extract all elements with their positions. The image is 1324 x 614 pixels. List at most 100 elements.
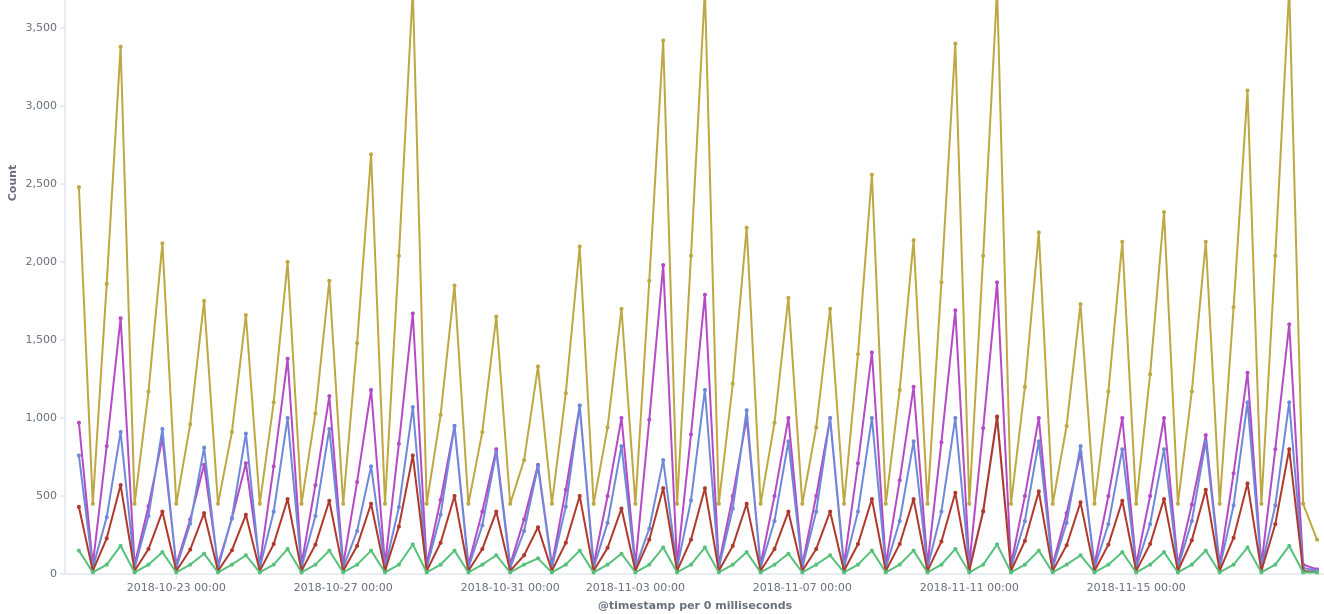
data-point (591, 570, 596, 575)
data-point (1134, 501, 1139, 506)
data-point (355, 562, 360, 567)
data-point (939, 440, 944, 445)
data-point (758, 570, 763, 575)
data-point (855, 562, 860, 567)
data-point (619, 444, 624, 449)
data-point (160, 550, 165, 555)
data-point (605, 520, 610, 525)
data-point (1273, 503, 1278, 508)
data-point (118, 483, 123, 488)
x-axis-title: @timestamp per 0 milliseconds (598, 599, 793, 612)
data-point (1162, 416, 1167, 421)
data-point (647, 417, 652, 422)
data-point (647, 526, 652, 531)
data-point (619, 551, 624, 556)
data-point (563, 487, 568, 492)
data-point (1162, 447, 1167, 452)
y-axis-title: Count (6, 165, 19, 202)
data-point (1078, 302, 1083, 307)
data-point (730, 562, 735, 567)
data-point (202, 511, 207, 516)
data-point (1064, 423, 1069, 428)
data-point (702, 545, 707, 550)
data-point (1120, 239, 1125, 244)
data-point (1050, 501, 1055, 506)
x-tick-label: 2018-11-07 00:00 (753, 581, 852, 594)
y-tick-label: 3,000 (26, 99, 58, 112)
data-point (229, 562, 234, 567)
data-point (619, 506, 624, 511)
data-point (1315, 570, 1320, 575)
data-point (202, 299, 207, 304)
data-point (1175, 570, 1180, 575)
data-point (842, 570, 847, 575)
data-point (285, 547, 290, 552)
data-point (702, 387, 707, 392)
data-point (911, 497, 916, 502)
data-point (452, 548, 457, 553)
data-point (967, 501, 972, 506)
data-point (369, 152, 374, 157)
data-point (494, 447, 499, 452)
data-point (661, 458, 666, 463)
data-point (758, 501, 763, 506)
data-point (1259, 570, 1264, 575)
data-point (1092, 570, 1097, 575)
data-point (327, 498, 332, 503)
y-tick-label: 1,000 (26, 411, 58, 424)
data-point (313, 483, 318, 488)
data-point (1148, 562, 1153, 567)
data-point (1189, 502, 1194, 507)
data-point (1022, 538, 1027, 543)
data-point (786, 439, 791, 444)
data-point (229, 548, 234, 553)
data-point (396, 524, 401, 529)
data-point (689, 537, 694, 542)
data-point (1148, 542, 1153, 547)
data-point (299, 570, 304, 575)
data-point (1245, 370, 1250, 375)
data-point (243, 431, 248, 436)
data-point (202, 551, 207, 556)
data-point (1064, 543, 1069, 548)
data-point (271, 400, 276, 405)
data-point (1189, 518, 1194, 523)
data-point (313, 542, 318, 547)
data-point (716, 570, 721, 575)
data-point (828, 553, 833, 558)
data-point (452, 494, 457, 499)
data-point (814, 425, 819, 430)
data-point (828, 509, 833, 514)
data-point (229, 515, 234, 520)
y-tick-label: 1,500 (26, 333, 58, 346)
data-point (897, 542, 902, 547)
data-point (396, 505, 401, 510)
series-line (77, 415, 1318, 574)
data-point (1273, 253, 1278, 258)
data-point (1287, 543, 1292, 548)
data-point (563, 562, 568, 567)
data-point (188, 562, 193, 567)
data-point (508, 570, 513, 575)
data-point (118, 430, 123, 435)
data-point (953, 547, 958, 552)
data-point (744, 408, 749, 413)
data-point (285, 260, 290, 265)
x-tick-label: 2018-10-27 00:00 (294, 581, 393, 594)
data-point (396, 562, 401, 567)
data-point (424, 501, 429, 506)
y-tick-label: 3,500 (26, 21, 58, 34)
data-point (202, 445, 207, 450)
data-point (1022, 562, 1027, 567)
data-point (1036, 230, 1041, 235)
data-point (1064, 562, 1069, 567)
data-point (897, 387, 902, 392)
data-point (480, 509, 485, 514)
data-point (174, 570, 179, 575)
data-point (355, 479, 360, 484)
data-point (1106, 562, 1111, 567)
data-point (1106, 389, 1111, 394)
data-point (480, 562, 485, 567)
data-point (1022, 518, 1027, 523)
data-point (1175, 501, 1180, 506)
